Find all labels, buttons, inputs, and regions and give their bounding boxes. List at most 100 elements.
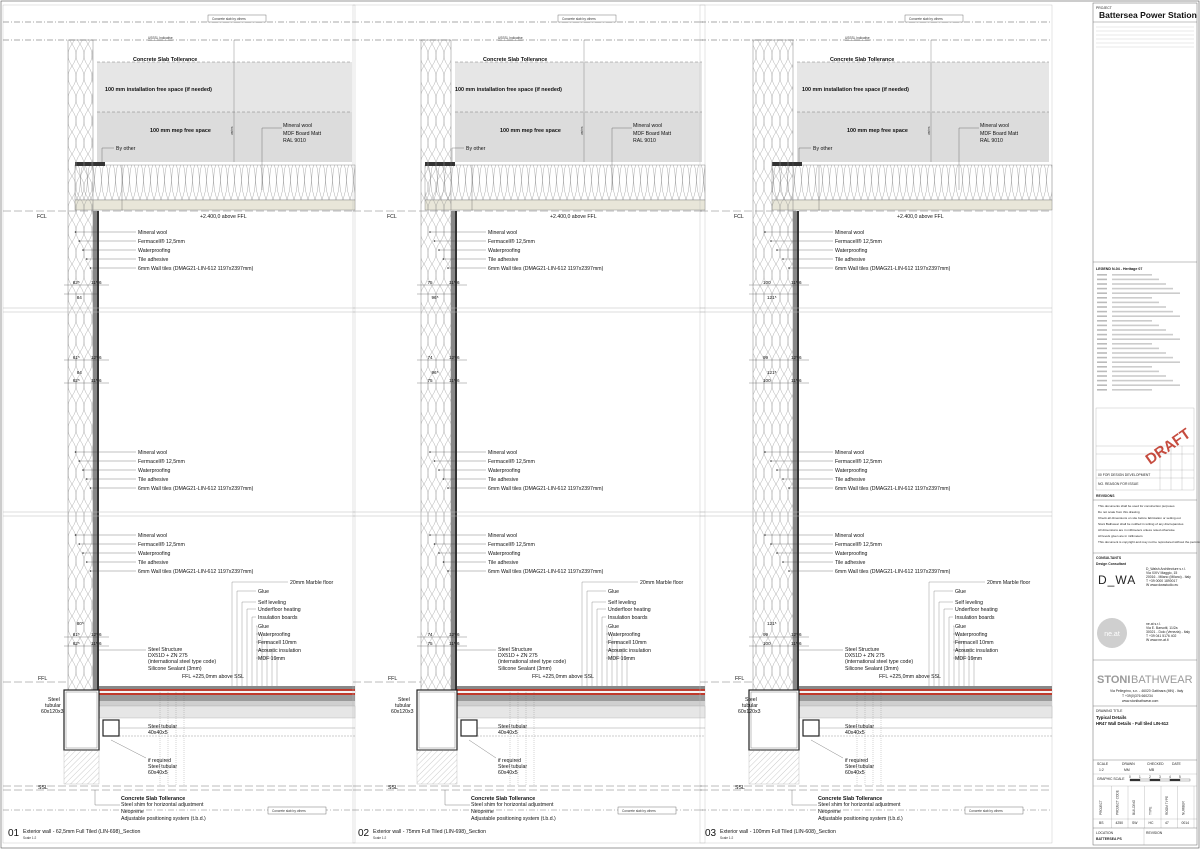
dims-bot1-value: 12⁵ bbox=[91, 632, 98, 637]
drawn-label: DRAWN bbox=[1122, 762, 1135, 766]
ffl-label: FFL bbox=[38, 676, 47, 682]
dims-mid1: 61⁵ 12⁵ 6 bbox=[64, 355, 109, 361]
waterproofing-label: Waterproofing bbox=[488, 551, 521, 557]
wall-layer-labels-0: Mineral wool Fermacell® 12,5mm Waterproofi… bbox=[429, 230, 604, 272]
wall-layer-labels-2: Mineral wool Fermacell® 12,5mm Waterproofi… bbox=[764, 533, 951, 575]
fermacell-10-label: Fermacell 10mm bbox=[258, 640, 297, 646]
concrete-slab-label-top: Concrete slab by others bbox=[212, 17, 246, 21]
insulation-boards-label: Insulation boards bbox=[955, 615, 995, 621]
note-item: Check all dimensions on site before fabr… bbox=[1098, 516, 1181, 520]
steel-code-label: (international steel type code) bbox=[498, 659, 566, 665]
code-header: PROJECT CODE bbox=[1116, 790, 1120, 815]
tile-adhesive-label: Tile adhesive bbox=[488, 560, 518, 566]
steel-shim-label: Steel shim for horizontal adjustment bbox=[471, 802, 554, 808]
dims-mid1-value: 6 bbox=[457, 355, 460, 360]
code-value: 47 bbox=[1165, 821, 1169, 825]
mdf-board-label: MDF Board Matt bbox=[283, 131, 322, 137]
waterproofing-label: Waterproofing bbox=[488, 468, 521, 474]
wall-layer-labels-2: Mineral wool Fermacell® 12,5mm Waterproofi… bbox=[429, 533, 604, 575]
size-60-label: 60x40x5 bbox=[498, 770, 518, 776]
ffl-above-ssl-label: FFL +225,0mm above SSL bbox=[182, 674, 244, 680]
tubular-size-label: 60x120x3 bbox=[41, 709, 64, 715]
graphic-scale-tick: 2 bbox=[1149, 775, 1151, 779]
note-item: Do not scale from this drawing bbox=[1098, 510, 1140, 514]
wall-insulation bbox=[752, 39, 794, 691]
ral-label: RAL 9010 bbox=[283, 138, 306, 144]
dim-total: 121⁵ bbox=[767, 295, 777, 300]
dims-top-value: 75 bbox=[428, 280, 434, 285]
code-header: NUMBER bbox=[1182, 800, 1186, 815]
wall-layer-labels-0: Mineral wool Fermacell® 12,5mm Waterproofi… bbox=[764, 230, 951, 272]
revisions-label: REVISIONS bbox=[1096, 494, 1115, 498]
dims-bot1-value: 74 bbox=[428, 632, 434, 637]
fermacell-label: Fermacell® 12,5mm bbox=[835, 541, 882, 548]
detail-frame bbox=[352, 4, 706, 844]
stoni-address: Via Pellegrino, s.n. - 46020 Gattinara (… bbox=[1110, 689, 1184, 693]
dims-top-value: 6 bbox=[457, 280, 460, 285]
ral-label: RAL 9010 bbox=[633, 138, 656, 144]
title-block: PROJECT Battersea Power Station LEGEND N… bbox=[1092, 2, 1200, 846]
detail-title: Exterior wall - 75mm Full Tiled (LIN-698… bbox=[373, 829, 486, 835]
neat-logo-circle bbox=[1097, 618, 1127, 648]
dims-top: 75 11⁵ 6 bbox=[417, 280, 467, 286]
mep-free-space bbox=[97, 112, 352, 162]
legend-title: LEGEND N-04 - Heritage 07 bbox=[1096, 267, 1142, 271]
silicone-label: Silicone Sealant (3mm) bbox=[148, 666, 202, 672]
code-header: TYPE bbox=[1149, 807, 1153, 815]
mineral-wool-label: Mineral wool bbox=[138, 450, 167, 456]
detail-number: 01 bbox=[8, 828, 20, 839]
dims-mid2-value: 11⁵ bbox=[91, 378, 98, 383]
scale-value: 1:2 bbox=[1099, 768, 1104, 772]
detail-frame bbox=[699, 4, 1053, 844]
dwa-website: W www.dwastudio.eu bbox=[1146, 583, 1178, 587]
insulation-boards-label: Insulation boards bbox=[258, 615, 298, 621]
wall-tiles bbox=[797, 211, 799, 691]
checked-label: CHECKED bbox=[1147, 762, 1164, 766]
detail-2: Concrete slab by others USSSL Indicative C… bbox=[352, 4, 706, 844]
graphic-scale-tick: 5 bbox=[1179, 775, 1181, 779]
dims-bot1-value: 6 bbox=[457, 632, 460, 637]
revision-label: REVISION bbox=[1146, 831, 1163, 835]
glue-label: Glue bbox=[608, 589, 619, 595]
size-40-label: 40x40x5 bbox=[498, 730, 518, 736]
neat-website: W www.ne-at.it bbox=[1146, 638, 1169, 642]
marble-floor-label: 20mm Marble floor bbox=[987, 580, 1031, 586]
location-label: LOCATION bbox=[1096, 831, 1114, 835]
ssl-label: SSL bbox=[388, 785, 398, 791]
tile-adhesive-label: Tile adhesive bbox=[835, 477, 865, 483]
ceiling-mineral-wool-label: Mineral wool bbox=[633, 123, 662, 129]
support-hatch bbox=[63, 749, 100, 785]
underfloor-heating-label: Underfloor heating bbox=[955, 607, 998, 613]
floor-waterproofing-label: Waterproofing bbox=[258, 632, 291, 638]
checked-value: MB bbox=[1149, 768, 1155, 772]
note-item: Stoni Bathwear shall be notified in writ… bbox=[1098, 522, 1184, 526]
stoni-phone: T +39(0)376 660234 bbox=[1122, 694, 1153, 698]
stoni-logo-b: BATHWEAR bbox=[1131, 674, 1193, 686]
steel-shim-label: Steel shim for horizontal adjustment bbox=[121, 802, 204, 808]
fermacell-label: Fermacell® 12,5mm bbox=[835, 238, 882, 245]
dims-bot1-value: 12⁵ bbox=[791, 632, 798, 637]
mep-free-space bbox=[455, 112, 702, 162]
tile-adhesive-label: Tile adhesive bbox=[138, 257, 168, 263]
adjustable-label: Adjustable positioning system (t.b.d.) bbox=[121, 816, 206, 822]
ral-label: RAL 9010 bbox=[980, 138, 1003, 144]
scale-label: SCALE bbox=[1097, 762, 1109, 766]
varies-label: varies bbox=[580, 126, 584, 135]
neat-phone: T +39 041 5176 402 bbox=[1146, 634, 1177, 638]
wall-insulation bbox=[67, 39, 94, 691]
underfloor-heating-label: Underfloor heating bbox=[608, 607, 651, 613]
code-header: PROJECT bbox=[1099, 800, 1103, 815]
dims-mid1-value: 6 bbox=[99, 355, 102, 360]
insulation-boards bbox=[99, 695, 355, 701]
steel-code-label: (international steel type code) bbox=[845, 659, 913, 665]
waterproofing-label: Waterproofing bbox=[138, 551, 171, 557]
ffl-above-ssl-label: FFL +225,0mm above SSL bbox=[879, 674, 941, 680]
varies-label: varies bbox=[230, 126, 234, 135]
steel-structure-label: Steel Structure bbox=[148, 647, 182, 653]
steel-label: Steel bbox=[745, 697, 757, 703]
fermacell-label: Fermacell® 12,5mm bbox=[138, 541, 185, 548]
dims-mid2-value: 11⁵ bbox=[791, 378, 798, 383]
dim-bot-top: 80⁵ bbox=[77, 621, 84, 626]
steel-tubular-60-label: Steel tubular bbox=[148, 764, 177, 770]
fermacell-board bbox=[793, 211, 797, 691]
